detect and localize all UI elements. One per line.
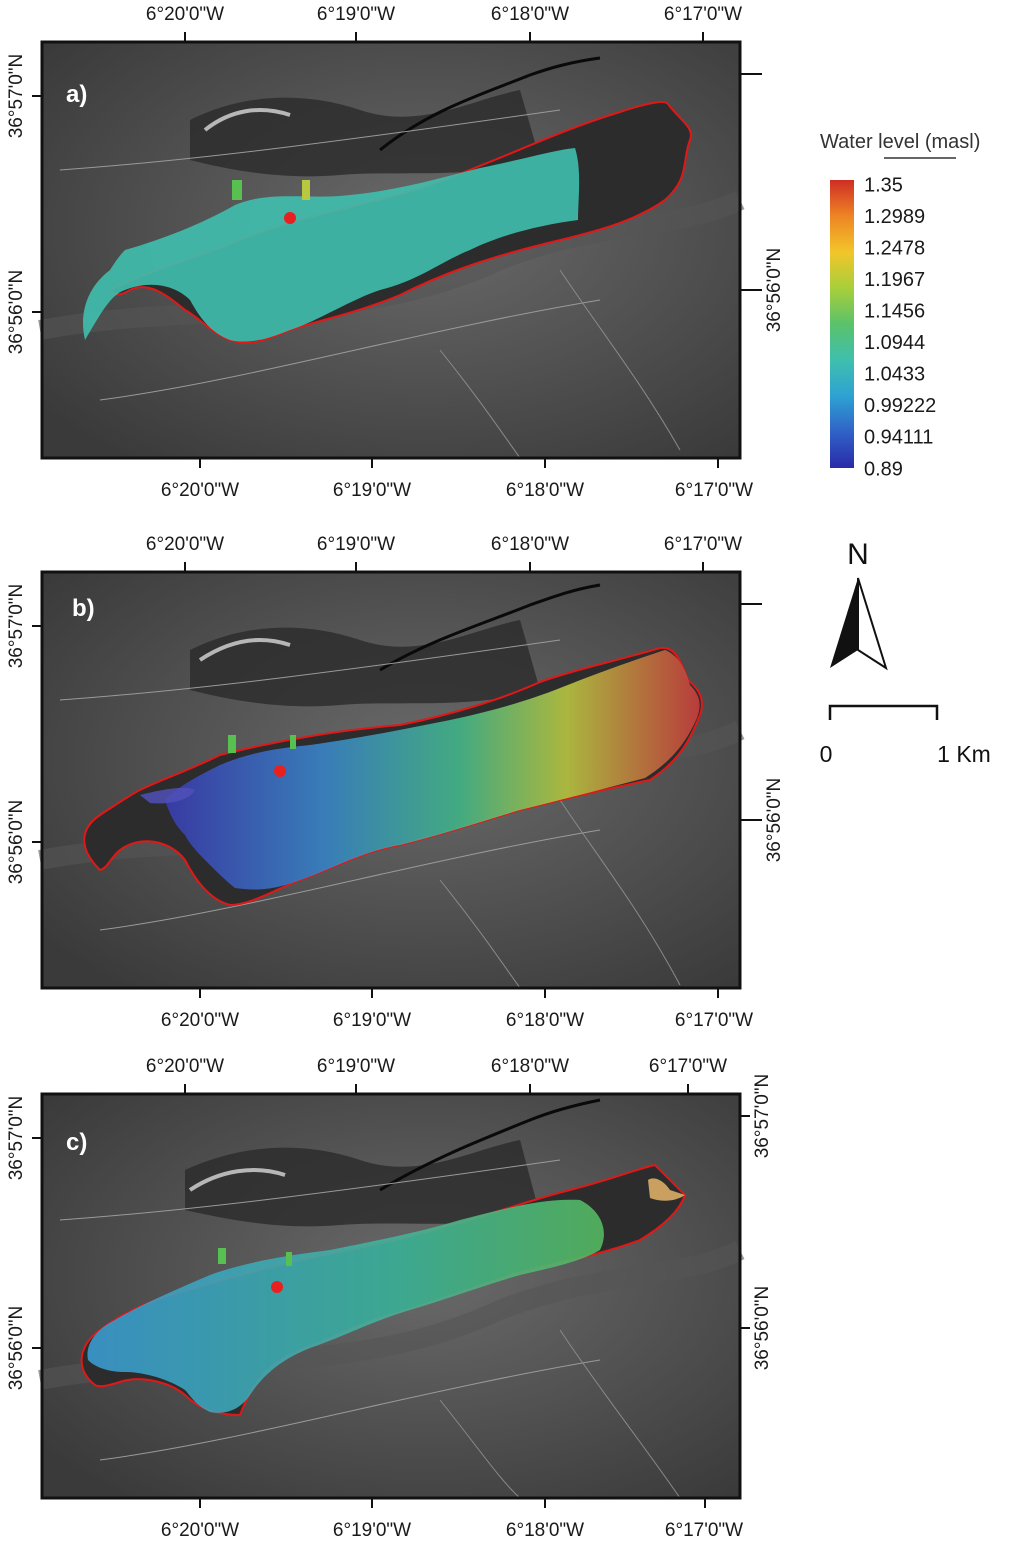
lon-label-bottom: 6°19'0"W [333, 1520, 411, 1541]
lat-label-left: 36°57'0"N [6, 584, 27, 669]
panel-c: c) [38, 1092, 745, 1500]
north-label: N [847, 538, 869, 571]
road-lines [59, 1159, 601, 1461]
legend-tick-label: 1.1967 [864, 269, 925, 291]
panel-a: a) [38, 40, 745, 460]
terrain-band [38, 190, 745, 340]
legend-tick-label: 0.94111 [864, 427, 933, 449]
lon-label-bottom: 6°17'0"W [665, 1520, 743, 1541]
legend-color-ramp [830, 180, 854, 468]
gauge-point [284, 212, 296, 224]
color-legend: Water level (masl) 1.35 1.2989 1.2478 1.196… [820, 131, 980, 480]
flood-patch [302, 180, 310, 200]
lon-label-bottom: 6°19'0"W [333, 1010, 411, 1031]
lon-label-bottom: 6°17'0"W [675, 1010, 753, 1031]
ridge-shadow [185, 1140, 540, 1227]
track-lines [439, 269, 681, 459]
road-lines [59, 109, 601, 401]
lon-label-bottom: 6°20'0"W [161, 1520, 239, 1541]
legend-tick-label: 1.0433 [864, 364, 925, 386]
legend-tick-label: 0.99222 [864, 395, 936, 417]
lon-label-top: 6°18'0"W [491, 4, 569, 25]
flood-extent [82, 148, 580, 342]
lon-label-bottom: 6°18'0"W [506, 1010, 584, 1031]
stream-channel [379, 56, 601, 152]
scale-start-label: 0 [820, 741, 833, 767]
lon-label-bottom: 6°18'0"W [506, 1520, 584, 1541]
legend-labels: 1.35 1.2989 1.2478 1.1967 1.1456 1.0944 1.0433… [864, 174, 936, 480]
map-frame [40, 40, 742, 460]
flood-patch [218, 1248, 226, 1264]
stream-channel [379, 1098, 601, 1192]
road-lines [59, 639, 601, 931]
lon-label-top: 6°17'0"W [649, 1056, 727, 1077]
panel-label: b) [72, 595, 95, 622]
flood-patch [232, 180, 242, 200]
legend-tick-label: 1.0944 [864, 332, 925, 354]
track-lines [439, 1329, 681, 1499]
legend-tick-label: 1.35 [864, 174, 903, 196]
gauge-point [271, 1281, 283, 1293]
lon-label-bottom: 6°20'0"W [161, 1010, 239, 1031]
gauge-point [274, 765, 286, 777]
coordinate-ticks-b [32, 562, 762, 998]
lat-label-right: 36°56'0"N [752, 1286, 773, 1371]
lon-label-top: 6°20'0"W [146, 534, 224, 555]
panel-label: c) [66, 1129, 87, 1156]
lon-label-top: 6°18'0"W [491, 534, 569, 555]
flood-patch [286, 1252, 292, 1266]
lon-label-bottom: 6°20'0"W [161, 480, 239, 501]
scale-bar-line [828, 704, 939, 720]
stream-channel [379, 583, 601, 672]
legend-title: Water level (masl) [820, 131, 980, 153]
legend-tick-label: 1.2989 [864, 206, 925, 228]
map-frame [40, 1092, 742, 1500]
ridge-highlight [188, 1168, 286, 1192]
north-arrow-left-half [830, 578, 858, 668]
lon-label-bottom: 6°18'0"W [506, 480, 584, 501]
panel-label: a) [66, 81, 87, 108]
lat-label-left: 36°57'0"N [6, 1096, 27, 1181]
scale-bar: 0 1 Km [820, 704, 991, 767]
lon-label-top: 6°19'0"W [317, 534, 395, 555]
lat-label-right: 36°56'0"N [764, 248, 785, 333]
lat-label-left: 36°56'0"N [6, 270, 27, 355]
lat-label-right: 36°57'0"N [752, 1074, 773, 1159]
scale-end-label: 1 Km [937, 741, 991, 767]
flood-extent [165, 650, 700, 890]
lon-label-top: 6°17'0"W [664, 534, 742, 555]
flood-patch [290, 735, 296, 749]
panel-b: b) [38, 570, 745, 990]
map-frame [40, 570, 742, 990]
lat-label-right: 36°56'0"N [764, 778, 785, 863]
coordinate-ticks-c [32, 1084, 750, 1508]
flood-extent [87, 1199, 604, 1413]
lon-label-top: 6°19'0"W [317, 1056, 395, 1077]
flood-patch [228, 735, 236, 753]
legend-tick-label: 1.1456 [864, 301, 925, 323]
flood-patch [140, 787, 195, 804]
lat-label-left: 36°57'0"N [6, 54, 27, 139]
lon-label-top: 6°19'0"W [317, 4, 395, 25]
ridge-highlight [203, 108, 291, 132]
lon-label-bottom: 6°17'0"W [675, 480, 753, 501]
north-arrow-right-half [857, 577, 888, 671]
coordinate-ticks-a [32, 32, 762, 468]
lon-label-top: 6°20'0"W [146, 4, 224, 25]
lon-label-top: 6°18'0"W [491, 1056, 569, 1077]
lat-label-left: 36°56'0"N [6, 1306, 27, 1391]
track-lines [439, 799, 681, 989]
lon-label-top: 6°17'0"W [664, 4, 742, 25]
north-arrow: N [830, 538, 888, 671]
legend-tick-label: 1.2478 [864, 237, 925, 259]
flood-patch [648, 1178, 685, 1201]
ridge-highlight [198, 638, 291, 662]
lon-label-top: 6°20'0"W [146, 1056, 224, 1077]
lon-label-bottom: 6°19'0"W [333, 480, 411, 501]
legend-tick-label: 0.89 [864, 458, 903, 480]
lat-label-left: 36°56'0"N [6, 800, 27, 885]
